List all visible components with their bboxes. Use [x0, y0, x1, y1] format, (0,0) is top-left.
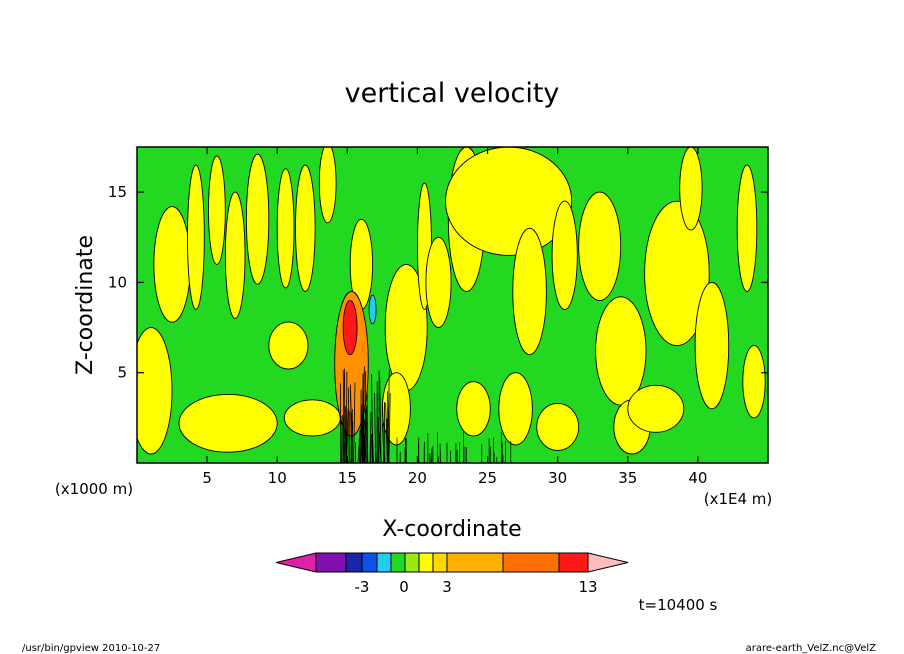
colorbar-cell [345, 552, 363, 573]
x-axis: 5 10 15 20 25 30 35 40 [202, 147, 707, 487]
updraft-contour [742, 345, 766, 419]
contour-line [364, 371, 366, 463]
x-tick-label: 5 [202, 469, 212, 487]
x-axis-label: X-coordinate [382, 517, 521, 542]
x-tick-label: 25 [478, 469, 497, 487]
updraft-contour [276, 168, 295, 289]
updraft-contour [536, 402, 580, 451]
x-tick-label: 20 [408, 469, 427, 487]
contour-line [371, 374, 374, 463]
x-tick-label: 40 [688, 469, 707, 487]
colorbar-tick-label: 0 [399, 578, 409, 596]
x-tick-label: 30 [548, 469, 567, 487]
colorbar-cell [558, 552, 589, 573]
contour-line [342, 439, 345, 463]
updraft-contour [498, 372, 533, 446]
contour-line [382, 423, 385, 463]
colorbar [275, 552, 629, 573]
colorbar-tick-label: -3 [355, 578, 370, 596]
y-axis: 5 10 15 [108, 183, 768, 382]
x-tick-label: 35 [618, 469, 637, 487]
contour-line [369, 412, 372, 463]
plot-frame [136, 146, 769, 464]
colorbar-arrow-right [587, 552, 629, 573]
updraft-contour [224, 191, 246, 319]
updraft-contour [208, 155, 226, 265]
contour-line [347, 387, 350, 463]
colorbar-cell [432, 552, 448, 573]
downdraft-contour [368, 294, 377, 325]
contour-line [361, 373, 364, 463]
colorbar-cell [446, 552, 504, 573]
updraft-contour [283, 399, 341, 437]
contour-line [351, 420, 354, 463]
contour-line [360, 404, 362, 463]
colorbar-cell [404, 552, 420, 573]
x-tick-label: 15 [338, 469, 357, 487]
x-unit-right: (x1E4 m) [704, 490, 773, 508]
y-tick-label: 5 [117, 364, 127, 382]
updraft-contour [178, 393, 278, 453]
footer-left: /usr/bin/gpview 2010-10-27 [22, 643, 160, 654]
time-label: t=10400 s [639, 596, 718, 614]
colorbar-tick-label: 3 [442, 578, 452, 596]
updraft-contour [627, 384, 685, 433]
updraft-contour [551, 200, 578, 310]
contour-line [342, 369, 345, 463]
contour-line [353, 382, 356, 463]
y-tick-label: 15 [108, 183, 127, 201]
updraft-contour [425, 236, 452, 328]
contour-line [388, 393, 391, 463]
updraft-contour [578, 191, 622, 301]
contour-line [370, 433, 373, 463]
footer-right: arare-earth_VelZ.nc@VelZ [746, 643, 877, 654]
updraft-contour [187, 164, 205, 310]
updraft-contour [245, 153, 270, 285]
contour-line [345, 371, 348, 463]
x-unit-left: (x1000 m) [55, 480, 133, 498]
updraft-contour [318, 147, 337, 224]
contour-line [371, 431, 374, 463]
contour-line [359, 429, 361, 463]
colorbar-tick-label: 13 [578, 578, 597, 596]
contour-line [350, 412, 352, 463]
updraft-contour [456, 381, 491, 437]
colorbar-labels: -3 0 3 13 [355, 578, 598, 596]
updraft-contour [153, 206, 191, 323]
updraft-contour [137, 327, 173, 455]
updraft-contour [679, 147, 703, 231]
colorbar-cell [502, 552, 560, 573]
contour-line [374, 392, 376, 463]
updraft-contour [644, 200, 710, 347]
chart-title: vertical velocity [345, 78, 560, 109]
contour-line [363, 419, 367, 463]
contour-line [357, 438, 360, 463]
colorbar-cell [390, 552, 406, 573]
contour-line [365, 418, 368, 463]
updraft-peak [342, 300, 358, 356]
updraft-contour [736, 164, 758, 292]
updraft-contour [512, 227, 547, 356]
colorbar-cell [315, 552, 347, 573]
contour-line [387, 369, 390, 463]
contour-line [379, 376, 382, 463]
colorbar-cell [361, 552, 378, 573]
updraft-contour [445, 147, 573, 256]
updraft-contour [595, 296, 647, 406]
contour-line [387, 391, 390, 463]
colorbar-cell [418, 552, 434, 573]
contour-line [366, 391, 368, 463]
colorbar-cell [376, 552, 392, 573]
plot-area [137, 147, 768, 463]
updraft-contour [268, 321, 309, 370]
contour-line [385, 403, 388, 463]
y-axis-label: Z-coordinate [73, 235, 98, 375]
updraft-contour [694, 281, 730, 410]
colorbar-arrow-left [275, 552, 317, 573]
x-tick-label: 10 [268, 469, 287, 487]
y-tick-label: 10 [108, 273, 127, 291]
updraft-contour [295, 164, 316, 292]
